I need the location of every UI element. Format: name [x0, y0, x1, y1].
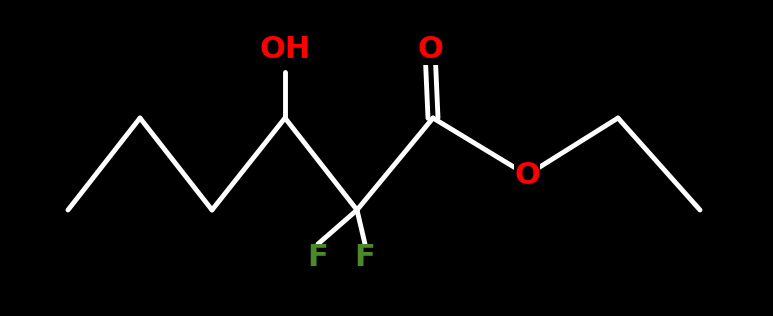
Text: F: F	[355, 244, 376, 272]
Text: F: F	[308, 244, 329, 272]
Text: O: O	[417, 35, 443, 64]
Text: OH: OH	[260, 35, 311, 64]
Text: O: O	[514, 161, 540, 190]
